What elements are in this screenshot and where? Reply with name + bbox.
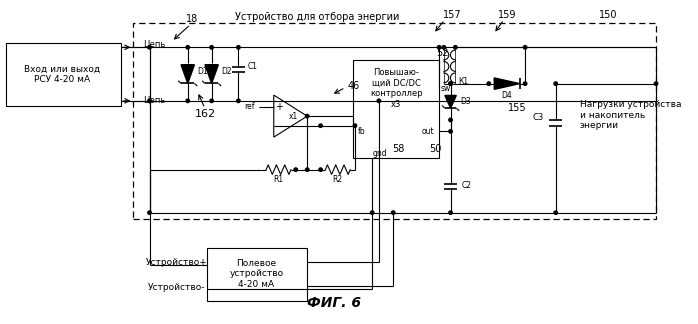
Circle shape: [554, 82, 558, 85]
Circle shape: [442, 46, 445, 49]
Text: D4: D4: [502, 91, 512, 99]
Circle shape: [210, 99, 214, 103]
Bar: [207, 248, 307, 301]
Circle shape: [353, 124, 357, 127]
Circle shape: [306, 114, 309, 118]
Text: Цепь: Цепь: [143, 40, 165, 49]
Text: sw: sw: [441, 84, 452, 93]
Circle shape: [392, 211, 395, 214]
Text: x1: x1: [289, 112, 299, 121]
Circle shape: [377, 99, 380, 103]
Circle shape: [524, 82, 527, 85]
Text: Нагрузки устройства
и накопитель
энергии: Нагрузки устройства и накопитель энергии: [579, 100, 681, 130]
Text: Устройство для отбора энергии: Устройство для отбора энергии: [235, 12, 399, 22]
Circle shape: [148, 46, 151, 49]
Text: 18: 18: [186, 14, 199, 24]
Circle shape: [210, 46, 214, 49]
Circle shape: [449, 118, 452, 122]
Bar: [353, 60, 439, 158]
Circle shape: [186, 99, 189, 103]
Text: 52: 52: [436, 48, 449, 58]
Text: 155: 155: [508, 102, 527, 112]
Text: fb: fb: [358, 127, 366, 136]
Text: 157: 157: [443, 10, 461, 20]
Text: 150: 150: [599, 10, 617, 20]
Text: 50: 50: [429, 144, 442, 154]
Text: out: out: [422, 127, 434, 136]
Text: 159: 159: [498, 10, 517, 20]
Text: Устройство-: Устройство-: [147, 283, 205, 292]
Text: R2: R2: [333, 175, 343, 184]
Text: Цепь: Цепь: [143, 95, 165, 104]
Circle shape: [237, 99, 240, 103]
Circle shape: [654, 82, 658, 85]
Text: +: +: [274, 101, 283, 111]
Text: D2: D2: [221, 67, 232, 76]
Circle shape: [148, 211, 151, 214]
Text: ref: ref: [244, 102, 255, 111]
Text: C1: C1: [248, 62, 258, 71]
Circle shape: [554, 211, 558, 214]
Circle shape: [454, 46, 457, 49]
Circle shape: [449, 130, 452, 133]
Text: Устройство+: Устройство+: [145, 258, 207, 267]
Text: 162: 162: [194, 109, 216, 119]
Text: D3: D3: [460, 97, 471, 106]
Circle shape: [449, 82, 452, 85]
Circle shape: [371, 211, 374, 214]
Text: С2: С2: [462, 181, 472, 191]
Text: -: -: [277, 121, 281, 131]
Circle shape: [438, 46, 441, 49]
Circle shape: [237, 46, 240, 49]
Circle shape: [306, 168, 309, 171]
Text: R1: R1: [274, 175, 283, 184]
Text: Полевое
устройство
4-20 мА: Полевое устройство 4-20 мА: [230, 259, 283, 289]
Text: С3: С3: [533, 112, 544, 122]
Bar: [133, 23, 656, 219]
Text: Повышаю-
щий DC/DC
контроллер
х3: Повышаю- щий DC/DC контроллер х3: [370, 68, 422, 109]
Text: 58: 58: [392, 144, 404, 154]
Text: 46: 46: [348, 81, 359, 90]
Circle shape: [449, 211, 452, 214]
Circle shape: [319, 168, 322, 171]
Circle shape: [524, 46, 527, 49]
Bar: [6, 42, 121, 106]
Polygon shape: [181, 65, 195, 84]
Circle shape: [186, 46, 189, 49]
Polygon shape: [445, 96, 456, 108]
Text: К1: К1: [458, 77, 468, 86]
Polygon shape: [205, 65, 218, 84]
Circle shape: [319, 124, 322, 127]
Circle shape: [487, 82, 491, 85]
Polygon shape: [494, 78, 520, 89]
Text: ФИГ. 6: ФИГ. 6: [307, 296, 361, 310]
Text: gnd: gnd: [372, 149, 387, 158]
Circle shape: [294, 168, 297, 171]
Text: Вход или выход
РСУ 4-20 мА: Вход или выход РСУ 4-20 мА: [24, 64, 100, 84]
Text: D1: D1: [198, 67, 208, 76]
Circle shape: [148, 99, 151, 103]
Circle shape: [449, 82, 452, 85]
